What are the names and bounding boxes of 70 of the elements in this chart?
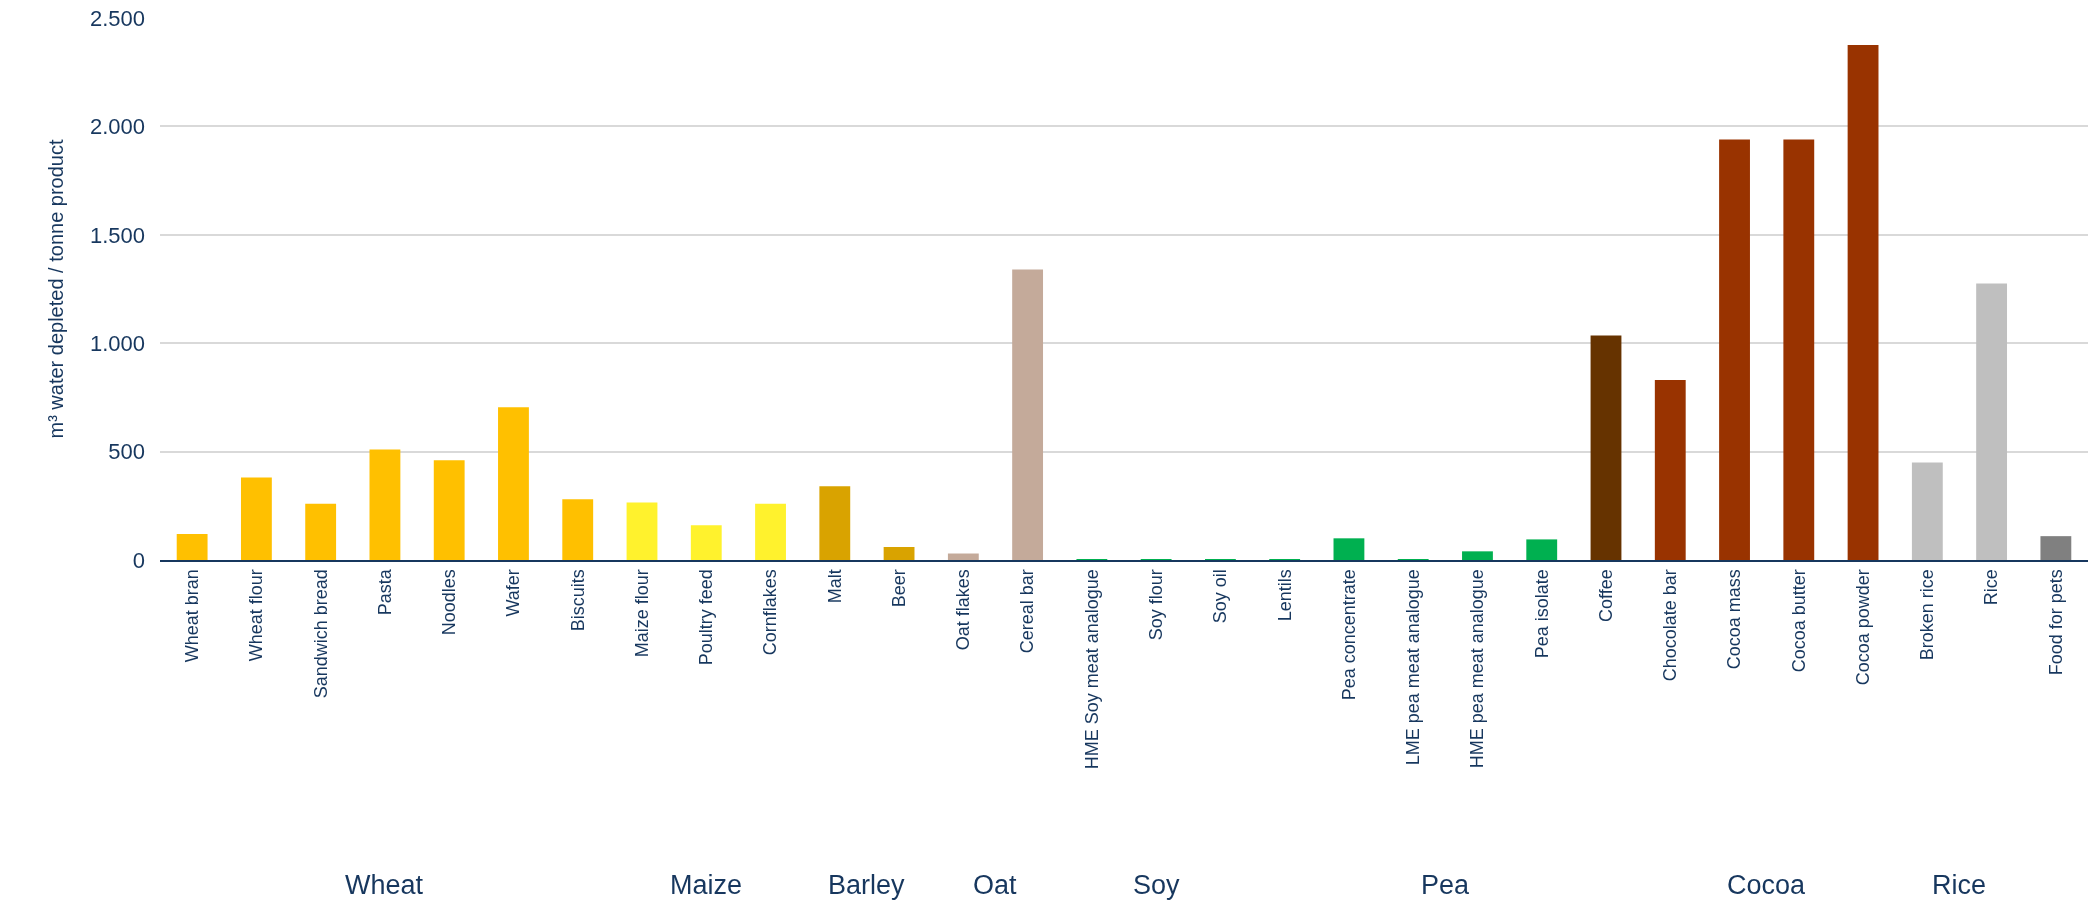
x-tick-label: Wheat bran [181, 569, 202, 663]
x-tick-label: Poultry feed [696, 569, 717, 666]
bar [562, 499, 594, 560]
y-tick-label: 0 [132, 547, 145, 573]
text: Pea [1421, 870, 1471, 900]
x-tick-label: Wheat flour [246, 569, 267, 662]
x-tick-label: Cocoa butter [1788, 569, 1809, 673]
x-tick-label: HME Soy meat analogue [1081, 569, 1102, 770]
x-tick-label: Malt [824, 569, 845, 604]
bar [176, 533, 208, 560]
x-tick-label: Broken rice [1917, 569, 1938, 661]
bar [1012, 269, 1044, 560]
x-tick-label: LME pea meat analogue [1403, 569, 1424, 766]
y-tick-label: 2.000 [89, 114, 145, 140]
bar [305, 503, 337, 560]
x-tick-label: Soy flour [1145, 569, 1166, 641]
x-tick-label: Pasta [374, 568, 395, 616]
x-tick-label: Cornflakes [760, 569, 781, 656]
x-tick-label: Biscuits [567, 569, 588, 632]
bar [690, 525, 722, 560]
x-tick-label: Cereal bar [1017, 569, 1038, 654]
text: Wheat [345, 870, 424, 900]
x-tick-label: Wafer [503, 569, 524, 617]
x-tick-label: Chocolate bar [1660, 569, 1681, 682]
y-tick-label: 1.500 [89, 222, 145, 248]
bar [2040, 536, 2072, 560]
bar [369, 449, 401, 560]
x-tick-label: Noodles [439, 569, 460, 636]
bar [1654, 380, 1686, 560]
text: Barley [828, 870, 906, 900]
bar [1462, 551, 1493, 560]
x-tick-label: Sandwich bread [310, 569, 331, 699]
bar [1590, 335, 1622, 560]
x-tick-label: Cocoa powder [1852, 569, 1873, 686]
text: Rice [1932, 870, 1987, 900]
bar [1719, 139, 1750, 560]
x-tick-label: Coffee [1595, 569, 1616, 622]
y-tick-label: 500 [108, 439, 145, 465]
y-tick-label: 2.500 [89, 5, 145, 31]
x-tick-label: Pea concentrate [1338, 569, 1359, 701]
x-tick-label: Beer [888, 569, 909, 608]
x-tick-label: Cocoa mass [1724, 569, 1745, 670]
bar [1526, 539, 1558, 560]
bar [883, 546, 915, 560]
bar [755, 503, 786, 560]
y-axis-title: m³ water depleted / tonne product [45, 139, 68, 439]
bar [1976, 283, 2008, 560]
bar [240, 477, 272, 560]
bar [819, 486, 851, 560]
x-tick-label: Food for pets [2045, 569, 2066, 676]
bar [433, 460, 465, 560]
x-tick-label: Soy oil [1210, 569, 1231, 624]
text: Cocoa [1727, 870, 1807, 900]
bar [1783, 139, 1815, 560]
bar [1911, 462, 1943, 560]
bar [1333, 538, 1365, 560]
text: Soy [1133, 870, 1181, 900]
x-tick-label: Maize flour [631, 569, 652, 658]
x-tick-label: Pea isolate [1531, 569, 1552, 659]
x-tick-label: Oat flakes [953, 569, 974, 651]
text: Oat [973, 870, 1018, 900]
bar [1847, 45, 1879, 560]
x-tick-label: HME pea meat analogue [1467, 569, 1488, 769]
bar [626, 502, 658, 560]
x-tick-label: Lentils [1274, 569, 1295, 622]
x-tick-label: Rice [1981, 569, 2002, 606]
text: Maize [670, 870, 743, 900]
y-tick-label: 1.000 [89, 330, 145, 356]
bar [947, 553, 979, 560]
bar [498, 407, 529, 560]
